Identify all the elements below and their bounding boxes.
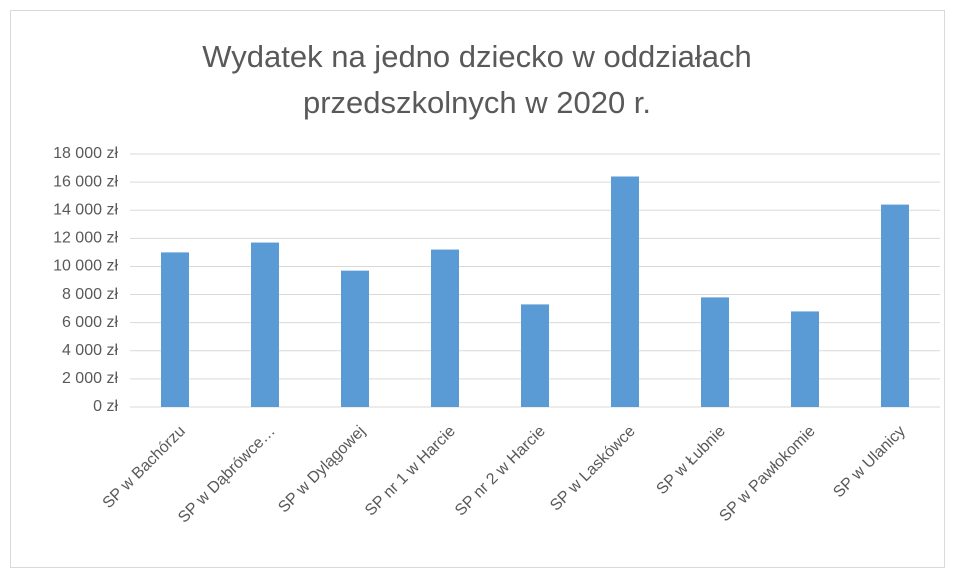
y-tick-label: 10 000 zł — [53, 258, 118, 275]
x-tick-label: SP nr 2 w Harcie — [452, 423, 549, 520]
x-tick-label: SP nr 1 w Harcie — [362, 423, 459, 520]
bar — [521, 304, 549, 407]
bar — [161, 252, 189, 407]
bar — [341, 270, 369, 407]
y-tick-label: 6 000 zł — [62, 314, 118, 331]
bar — [881, 204, 909, 407]
x-tick-label: SP w Ulanicy — [830, 423, 908, 501]
x-tick-label: SP w Dylągowej — [275, 423, 369, 517]
bar — [611, 176, 639, 407]
x-tick-label: SP w Laskówce — [547, 423, 639, 515]
y-tick-label: 18 000 zł — [53, 145, 118, 162]
bar — [701, 297, 729, 407]
bar — [431, 249, 459, 407]
y-tick-label: 12 000 zł — [53, 230, 118, 247]
x-tick-label: SP w Bachórzu — [100, 423, 189, 512]
x-tick-label: SP w Łubnie — [653, 423, 728, 498]
y-tick-label: 2 000 zł — [62, 370, 118, 387]
chart-title: Wydatek na jedno dziecko w oddziałach pr… — [202, 39, 752, 120]
y-tick-label: 16 000 zł — [53, 173, 118, 190]
chart-border — [10, 10, 945, 568]
bar — [251, 242, 279, 407]
bar — [791, 311, 819, 407]
y-tick-label: 8 000 zł — [62, 286, 118, 303]
x-tick-label: SP w Pawłokomie — [716, 423, 818, 525]
y-tick-label: 0 zł — [93, 398, 118, 415]
y-tick-label: 14 000 zł — [53, 201, 118, 218]
x-tick-label: SP w Dąbrówce… — [175, 423, 279, 527]
y-tick-label: 4 000 zł — [62, 342, 118, 359]
